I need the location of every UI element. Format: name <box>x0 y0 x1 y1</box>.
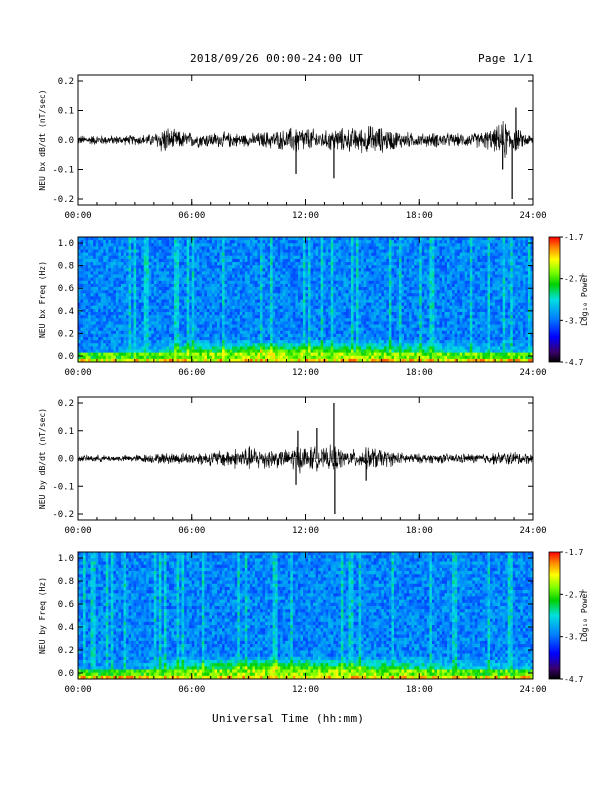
colorbar-tick-label: -4.7 <box>564 358 583 367</box>
page-title: 2018/09/26 00:00-24:00 UT <box>190 52 364 65</box>
colorbar-tick-label: -3.7 <box>564 633 583 642</box>
y-tick-label: 1.0 <box>58 554 74 564</box>
x-tick-label: 24:00 <box>519 526 546 536</box>
y-tick-label: -0.1 <box>52 482 74 492</box>
x-tick-label: 00:00 <box>64 685 91 695</box>
x-tick-label: 00:00 <box>64 526 91 536</box>
y-tick-label: -0.2 <box>52 195 74 205</box>
x-tick-label: 18:00 <box>406 526 433 536</box>
x-tick-label: 12:00 <box>292 526 319 536</box>
page-number: Page 1/1 <box>478 52 534 65</box>
x-tick-label: 12:00 <box>292 685 319 695</box>
y-tick-label: 0.1 <box>58 107 74 117</box>
x-tick-label: 24:00 <box>519 685 546 695</box>
x-tick-label: 18:00 <box>406 368 433 378</box>
x-tick-label: 18:00 <box>406 685 433 695</box>
y-tick-label: 0.0 <box>58 136 74 146</box>
y-tick-label: 0.2 <box>58 646 74 656</box>
series-line-panel-3 <box>77 444 534 474</box>
x-tick-label: 06:00 <box>178 368 205 378</box>
y-axis-label: NEU by dB/dt (nT/sec) <box>38 408 47 509</box>
colorbar-tick-label: -3.7 <box>564 316 583 325</box>
y-tick-label: 0.8 <box>58 577 74 587</box>
y-tick-label: 0.4 <box>58 307 74 317</box>
y-axis-label: NEU by Freq (Hz) <box>38 577 47 654</box>
x-tick-label: 24:00 <box>519 368 546 378</box>
spectrogram-panel-2 <box>78 237 534 363</box>
y-tick-label: 0.2 <box>58 329 74 339</box>
colorbar-panel-4 <box>548 551 561 680</box>
spectrogram-panel-4 <box>78 552 534 680</box>
colorbar-tick-label: -1.7 <box>564 548 583 557</box>
colorbar-tick-label: -1.7 <box>564 233 583 242</box>
x-tick-label: 00:00 <box>64 211 91 221</box>
series-line-panel-1 <box>77 120 534 158</box>
colorbar-panel-2 <box>548 236 561 363</box>
y-tick-label: 0.6 <box>58 284 74 294</box>
colorbar-tick-label: -4.7 <box>564 675 583 684</box>
y-tick-label: -0.2 <box>52 510 74 520</box>
x-tick-label: 12:00 <box>292 211 319 221</box>
x-tick-label: 06:00 <box>178 211 205 221</box>
x-tick-label: 06:00 <box>178 685 205 695</box>
x-tick-label: 00:00 <box>64 368 91 378</box>
y-tick-label: 0.8 <box>58 262 74 272</box>
x-tick-label: 06:00 <box>178 526 205 536</box>
y-axis-label: NEU bx Freq (Hz) <box>38 261 47 338</box>
x-tick-label: 12:00 <box>292 368 319 378</box>
y-tick-label: -0.1 <box>52 166 74 176</box>
y-axis-label: NEU bx dB/dt (nT/sec) <box>38 89 47 190</box>
y-tick-label: 0.4 <box>58 623 74 633</box>
colorbar-label: Log₁₀ Power <box>580 589 589 642</box>
x-axis-label: Universal Time (hh:mm) <box>212 712 365 725</box>
y-tick-label: 1.0 <box>58 239 74 249</box>
x-tick-label: 24:00 <box>519 211 546 221</box>
x-tick-label: 18:00 <box>406 211 433 221</box>
y-tick-label: 0.2 <box>58 399 74 409</box>
colorbar-label: Log₁₀ Power <box>580 273 589 326</box>
y-tick-label: 0.6 <box>58 600 74 610</box>
y-tick-label: 0.1 <box>58 427 74 437</box>
y-tick-label: 0.0 <box>58 455 74 465</box>
y-tick-label: 0.2 <box>58 77 74 87</box>
colorbar-tick-label: -2.7 <box>564 590 583 599</box>
y-tick-label: 0.0 <box>58 669 74 679</box>
colorbar-tick-label: -2.7 <box>564 275 583 284</box>
y-tick-label: 0.0 <box>58 352 74 362</box>
